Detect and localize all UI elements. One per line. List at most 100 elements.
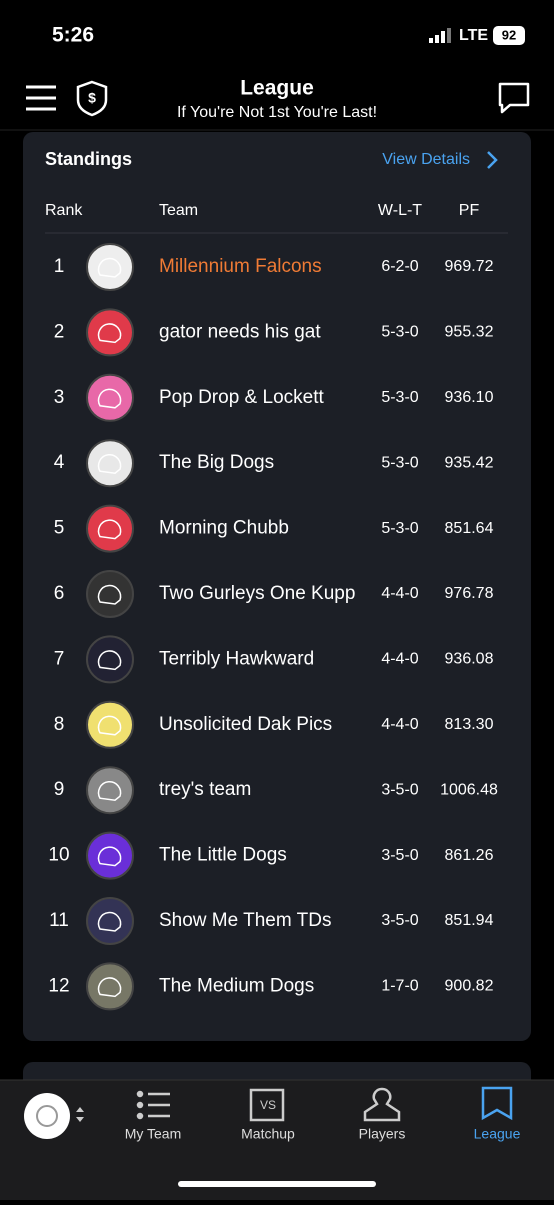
battery-level: 92 — [502, 27, 516, 42]
view-details-link[interactable]: View Details — [382, 151, 470, 168]
team-avatar — [86, 373, 134, 422]
standings-row[interactable]: 10 The Little Dogs 3-5-0 861.26 — [48, 831, 494, 880]
chat-button[interactable] — [498, 82, 530, 114]
team-avatar — [86, 962, 134, 1011]
tab-label[interactable]: Matchup — [241, 1126, 295, 1142]
helmet-icon — [97, 454, 122, 474]
standings-row[interactable]: 7 Terribly Hawkward 4-4-0 936.08 — [54, 635, 494, 684]
record: 5-3-0 — [381, 520, 418, 537]
helmet-icon — [97, 715, 122, 736]
record: 4-4-0 — [381, 716, 418, 733]
points-for: 976.78 — [445, 585, 494, 602]
helmet-icon — [97, 388, 122, 409]
record: 4-4-0 — [381, 585, 418, 602]
team-name: Show Me Them TDs — [159, 910, 331, 931]
standings-row[interactable]: 11 Show Me Them TDs 3-5-0 851.94 — [49, 897, 494, 945]
team-switcher[interactable] — [24, 1093, 84, 1139]
team-name: Millennium Falcons — [159, 256, 322, 277]
team-avatar — [86, 504, 134, 553]
tab-label[interactable]: League — [474, 1126, 521, 1142]
card-title: Standings — [45, 149, 132, 169]
record: 5-3-0 — [381, 324, 418, 341]
record: 4-4-0 — [381, 651, 418, 668]
record-header: W-L-T — [378, 202, 422, 219]
team-header: Team — [159, 202, 198, 219]
team-avatar — [86, 700, 134, 749]
helmet-icon — [97, 323, 122, 344]
vs-glyph: VS — [260, 1098, 276, 1112]
rank: 6 — [54, 583, 65, 604]
rank: 9 — [54, 779, 65, 800]
points-for: 969.72 — [445, 258, 494, 275]
chevron — [487, 151, 498, 169]
rank: 2 — [54, 321, 65, 342]
team-avatar — [86, 831, 134, 880]
standings-row[interactable]: 9 trey's team 3-5-0 1006.48 — [54, 766, 498, 815]
helmet-icon — [97, 911, 122, 932]
record: 3-5-0 — [381, 847, 418, 864]
standings-row[interactable]: 2 gator needs his gat 5-3-0 955.32 — [54, 308, 494, 357]
battery-icon — [493, 26, 525, 45]
tab-label[interactable]: My Team — [125, 1126, 182, 1142]
team-name: Two Gurleys One Kupp — [159, 583, 355, 604]
standings-row[interactable]: 4 The Big Dogs 5-3-0 935.42 — [54, 439, 494, 488]
menu-button[interactable] — [26, 85, 56, 111]
team-avatar — [86, 766, 134, 815]
signal — [429, 28, 451, 43]
points-header: PF — [459, 202, 480, 219]
home-indicator — [178, 1181, 376, 1187]
rank: 7 — [54, 648, 65, 669]
network: LTE — [459, 27, 488, 44]
points-for: 861.26 — [445, 847, 494, 864]
team-name: Terribly Hawkward — [159, 648, 314, 669]
record: 6-2-0 — [381, 258, 418, 275]
record: 5-3-0 — [381, 454, 418, 471]
standings-row[interactable]: 3 Pop Drop & Lockett 5-3-0 936.10 — [54, 373, 494, 422]
rank-header: Rank — [45, 202, 83, 219]
team-name: gator needs his gat — [159, 321, 321, 342]
wallet-button[interactable] — [76, 80, 108, 117]
helmet-icon — [97, 584, 122, 605]
standings-row[interactable]: 12 The Medium Dogs 1-7-0 900.82 — [48, 962, 494, 1011]
rank: 4 — [54, 452, 65, 473]
points-for: 936.08 — [445, 651, 494, 668]
team-avatar — [86, 308, 134, 357]
record: 3-5-0 — [381, 781, 418, 798]
team-avatar — [86, 897, 134, 945]
rank: 10 — [48, 845, 69, 866]
tab-label[interactable]: Players — [359, 1126, 406, 1142]
wallet-symbol: $ — [88, 90, 96, 106]
rank: 1 — [54, 256, 65, 277]
team-name: trey's team — [159, 779, 251, 800]
helmet-icon — [97, 846, 122, 867]
points-for: 935.42 — [445, 454, 494, 471]
team-name: The Big Dogs — [159, 452, 274, 473]
points-for: 900.82 — [445, 978, 494, 995]
team-name: Unsolicited Dak Pics — [159, 714, 332, 735]
points-for: 936.10 — [445, 389, 494, 406]
helmet-icon — [97, 519, 122, 540]
tab-icons — [136, 1086, 513, 1122]
rank: 12 — [48, 975, 69, 996]
helmet-icon — [97, 781, 122, 801]
header-subtitle: If You're Not 1st You're Last! — [177, 104, 377, 121]
standings-row[interactable]: 1 Millennium Falcons 6-2-0 969.72 — [54, 243, 494, 291]
time: 5:26 — [52, 24, 94, 47]
standings-row[interactable]: 6 Two Gurleys One Kupp 4-4-0 976.78 — [54, 570, 494, 618]
rank: 3 — [54, 387, 65, 408]
header-title: League — [240, 77, 314, 100]
team-name: The Medium Dogs — [159, 975, 314, 996]
points-for: 1006.48 — [440, 781, 498, 798]
team-name: The Little Dogs — [159, 845, 287, 866]
team-avatar — [86, 243, 134, 291]
record: 5-3-0 — [381, 389, 418, 406]
helmet-icon — [97, 257, 122, 278]
standings-row[interactable]: 5 Morning Chubb 5-3-0 851.64 — [54, 504, 494, 553]
tab-bar — [0, 1080, 554, 1200]
points-for: 851.64 — [445, 520, 494, 537]
helmet-icon — [97, 977, 122, 998]
standings-row[interactable]: 8 Unsolicited Dak Pics 4-4-0 813.30 — [54, 700, 494, 749]
points-for: 813.30 — [445, 716, 494, 733]
